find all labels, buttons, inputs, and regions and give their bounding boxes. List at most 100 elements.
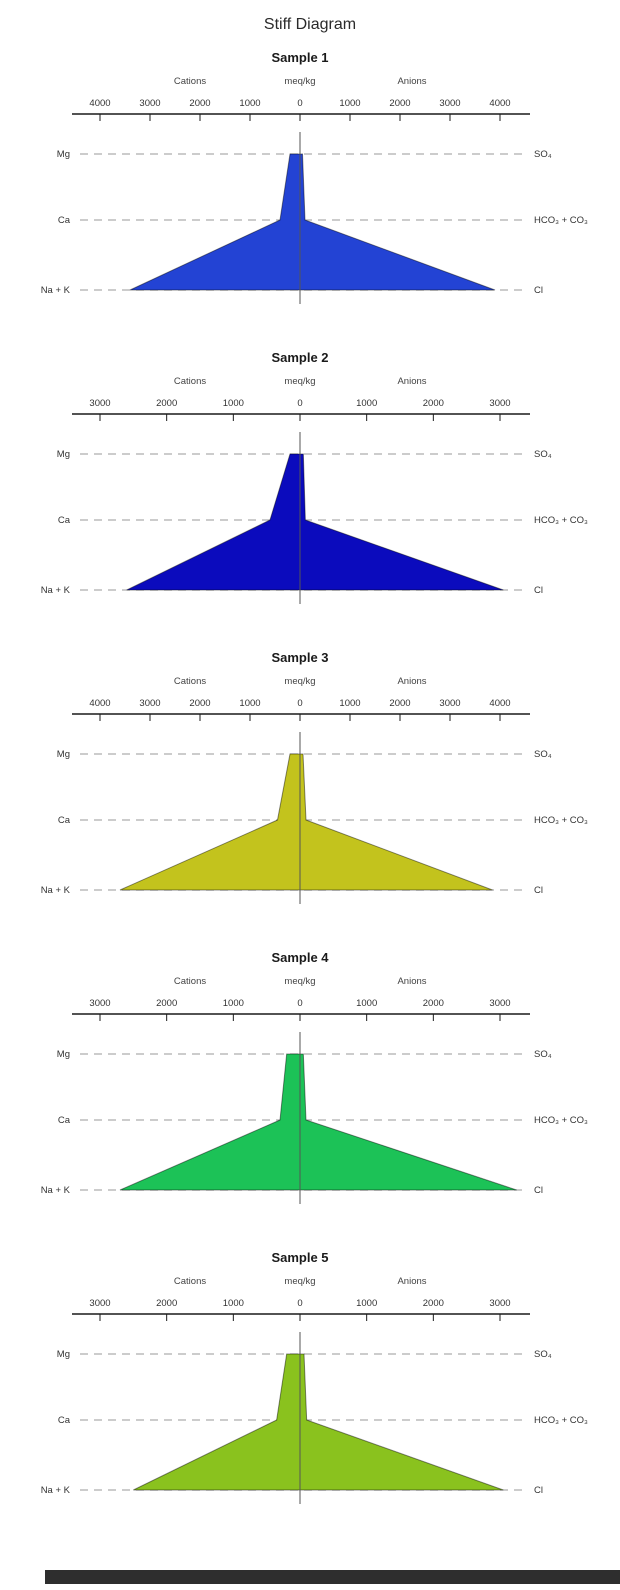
cation-row-label: Mg	[57, 1049, 70, 1060]
cation-row-label: Na + K	[41, 1185, 71, 1196]
anions-label: Anions	[397, 376, 426, 387]
chart-title: Sample 2	[271, 350, 328, 365]
tick-label: 3000	[139, 98, 160, 109]
chart-title: Sample 3	[271, 650, 328, 665]
stiff-chart: Sample 1 Cations meq/kg Anions 4000 3000 2000 1…	[0, 40, 620, 340]
anion-row-label: HCO₃ + CO₃	[534, 1115, 588, 1126]
anion-row-label: SO₄	[534, 1349, 552, 1360]
tick-label: 3000	[489, 1298, 510, 1309]
tick-label: 4000	[489, 98, 510, 109]
tick-label: 2000	[389, 698, 410, 709]
units-label: meq/kg	[284, 376, 315, 387]
anion-row-label: Cl	[534, 1485, 543, 1496]
chart-title: Sample 1	[271, 50, 328, 65]
stiff-chart: Sample 3 Cations meq/kg Anions 4000 3000 2000 1…	[0, 640, 620, 940]
anion-row-label: Cl	[534, 285, 543, 296]
tick-label: 2000	[189, 98, 210, 109]
stiff-chart: Sample 5 Cations meq/kg Anions 3000 2000 1000 0…	[0, 1240, 620, 1540]
stiff-chart: Sample 2 Cations meq/kg Anions 3000 2000 1000 0…	[0, 340, 620, 640]
stiff-chart: Sample 4 Cations meq/kg Anions 3000 2000 1000 0…	[0, 940, 620, 1240]
tick-label: 0	[297, 98, 302, 109]
units-label: meq/kg	[284, 976, 315, 987]
tick-label: 3000	[139, 698, 160, 709]
tick-label: 1000	[223, 1298, 244, 1309]
tick-label: 1000	[356, 398, 377, 409]
stiff-polygon	[119, 1053, 517, 1191]
anion-row-label: HCO₃ + CO₃	[534, 1415, 588, 1426]
stiff-polygon	[129, 153, 496, 291]
units-label: meq/kg	[284, 76, 315, 87]
anions-label: Anions	[397, 1276, 426, 1287]
cation-row-label: Mg	[57, 1349, 70, 1360]
tick-label: 3000	[439, 698, 460, 709]
tick-label: 2000	[389, 98, 410, 109]
cations-label: Cations	[174, 1276, 206, 1287]
anion-row-label: Cl	[534, 1185, 543, 1196]
tick-label: 4000	[89, 698, 110, 709]
tick-label: 3000	[89, 1298, 110, 1309]
page-title: Stiff Diagram	[263, 16, 357, 33]
stiff-polygon	[133, 1353, 504, 1491]
cations-label: Cations	[174, 976, 206, 987]
units-label: meq/kg	[284, 676, 315, 687]
stiff-chart-svg: Sample 4 Cations meq/kg Anions 3000 2000 1000 0…	[41, 950, 588, 1204]
cation-row-label: Mg	[57, 149, 70, 160]
tick-label: 0	[297, 1298, 302, 1309]
anion-row-label: Cl	[534, 585, 543, 596]
tick-label: 3000	[489, 998, 510, 1009]
anion-row-label: SO₄	[534, 149, 552, 160]
tick-label: 4000	[89, 98, 110, 109]
anion-row-label: HCO₃ + CO₃	[534, 815, 588, 826]
cation-row-label: Ca	[58, 515, 71, 526]
tick-label: 1000	[223, 398, 244, 409]
anion-row-label: SO₄	[534, 449, 552, 460]
tick-label: 2000	[423, 998, 444, 1009]
anions-label: Anions	[397, 676, 426, 687]
tick-label: 3000	[439, 98, 460, 109]
tick-label: 3000	[89, 398, 110, 409]
tick-label: 2000	[156, 998, 177, 1009]
tick-label: 2000	[423, 1298, 444, 1309]
cation-row-label: Mg	[57, 449, 70, 460]
stiff-chart-svg: Sample 2 Cations meq/kg Anions 3000 2000 1000 0…	[41, 350, 588, 604]
tick-label: 1000	[223, 998, 244, 1009]
units-label: meq/kg	[284, 1276, 315, 1287]
cation-row-label: Ca	[58, 215, 71, 226]
cation-row-label: Ca	[58, 1415, 71, 1426]
cation-row-label: Na + K	[41, 285, 71, 296]
cations-label: Cations	[174, 76, 206, 87]
cation-row-label: Na + K	[41, 1485, 71, 1496]
tick-label: 1000	[239, 98, 260, 109]
cation-row-label: Na + K	[41, 885, 71, 896]
anions-label: Anions	[397, 976, 426, 987]
cation-row-label: Ca	[58, 1115, 71, 1126]
tick-label: 1000	[239, 698, 260, 709]
tick-label: 2000	[423, 398, 444, 409]
tick-label: 3000	[489, 398, 510, 409]
bottom-bar	[45, 1570, 620, 1584]
anion-row-label: HCO₃ + CO₃	[534, 215, 588, 226]
anions-label: Anions	[397, 76, 426, 87]
tick-label: 1000	[339, 98, 360, 109]
tick-label: 0	[297, 398, 302, 409]
stiff-chart-svg: Sample 1 Cations meq/kg Anions 4000 3000 2000 1…	[41, 50, 588, 304]
tick-label: 2000	[156, 398, 177, 409]
cations-label: Cations	[174, 676, 206, 687]
tick-label: 3000	[89, 998, 110, 1009]
tick-label: 0	[297, 698, 302, 709]
stiff-chart-svg: Sample 5 Cations meq/kg Anions 3000 2000 1000 0…	[41, 1250, 588, 1504]
anion-row-label: Cl	[534, 885, 543, 896]
cations-label: Cations	[174, 376, 206, 387]
stiff-polygon	[126, 453, 504, 591]
tick-label: 1000	[356, 1298, 377, 1309]
tick-label: 2000	[156, 1298, 177, 1309]
tick-label: 4000	[489, 698, 510, 709]
stiff-chart-svg: Sample 3 Cations meq/kg Anions 4000 3000 2000 1…	[41, 650, 588, 904]
anion-row-label: HCO₃ + CO₃	[534, 515, 588, 526]
tick-label: 2000	[189, 698, 210, 709]
charts-container: Sample 1 Cations meq/kg Anions 4000 3000 2000 1…	[0, 40, 620, 1540]
cation-row-label: Mg	[57, 749, 70, 760]
chart-title: Sample 4	[271, 950, 329, 965]
cation-row-label: Na + K	[41, 585, 71, 596]
chart-title: Sample 5	[271, 1250, 328, 1265]
